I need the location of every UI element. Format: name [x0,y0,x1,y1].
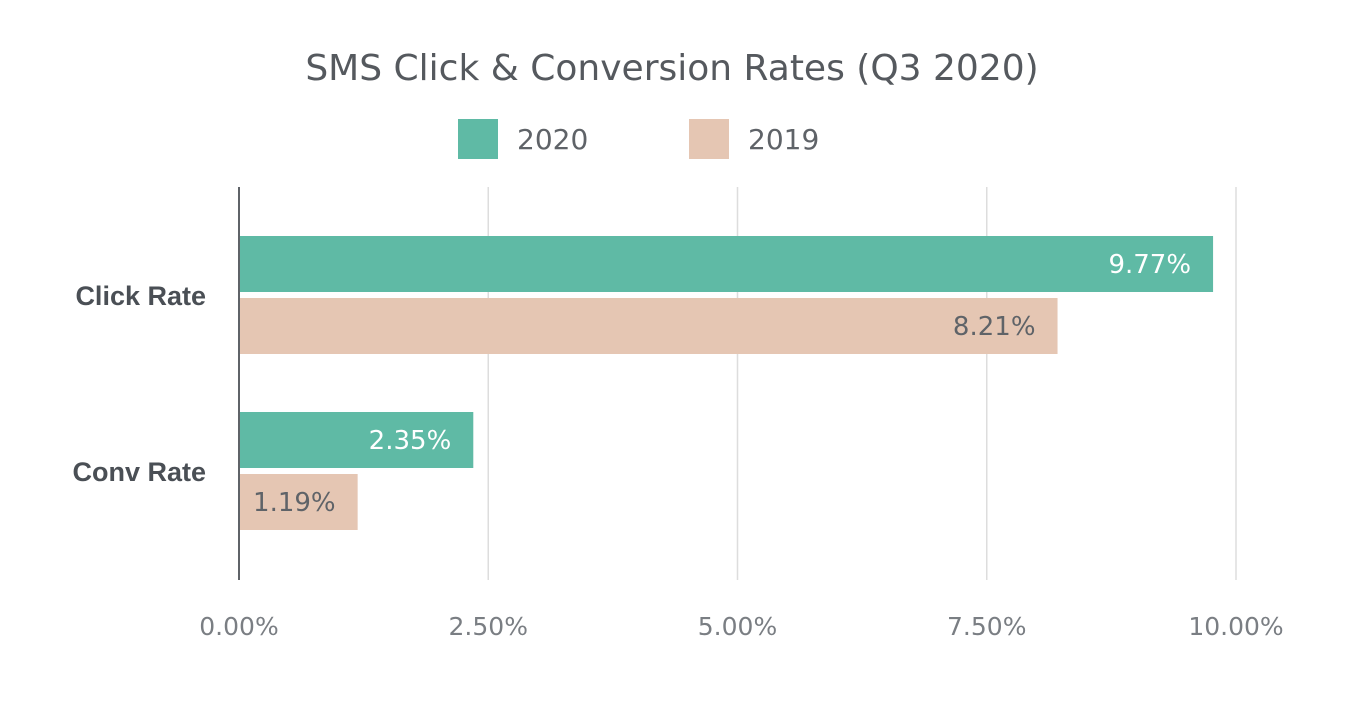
x-tick-label: 2.50% [449,612,528,641]
bars: 9.77% 8.21% 2.35% 1.19% [239,236,1214,530]
chart-title: SMS Click & Conversion Rates (Q3 2020) [305,48,1038,89]
legend-label: 2020 [517,123,588,156]
category-label: Click Rate [75,281,206,311]
legend-label: 2019 [748,123,819,156]
bar-2019-click-rate [239,298,1058,354]
data-label: 8.21% [953,312,1036,342]
legend-swatch [689,119,729,159]
data-label: 1.19% [253,488,336,518]
x-tick-label: 7.50% [947,612,1026,641]
x-tick-label: 5.00% [698,612,777,641]
x-tick-label: 10.00% [1188,612,1283,641]
data-label: 9.77% [1108,250,1191,280]
x-tick-label: 0.00% [199,612,278,641]
category-label: Conv Rate [72,457,206,487]
category-labels: Click Rate Conv Rate [72,281,206,487]
data-label: 2.35% [369,426,452,456]
legend-swatch [458,119,498,159]
bar-2019-conv-rate [239,474,358,530]
legend: 2020 2019 [458,119,819,159]
x-tick-labels: 0.00% 2.50% 5.00% 7.50% 10.00% [199,612,1283,641]
bar-2020-click-rate [239,236,1214,292]
bar-2020-conv-rate [239,412,474,468]
